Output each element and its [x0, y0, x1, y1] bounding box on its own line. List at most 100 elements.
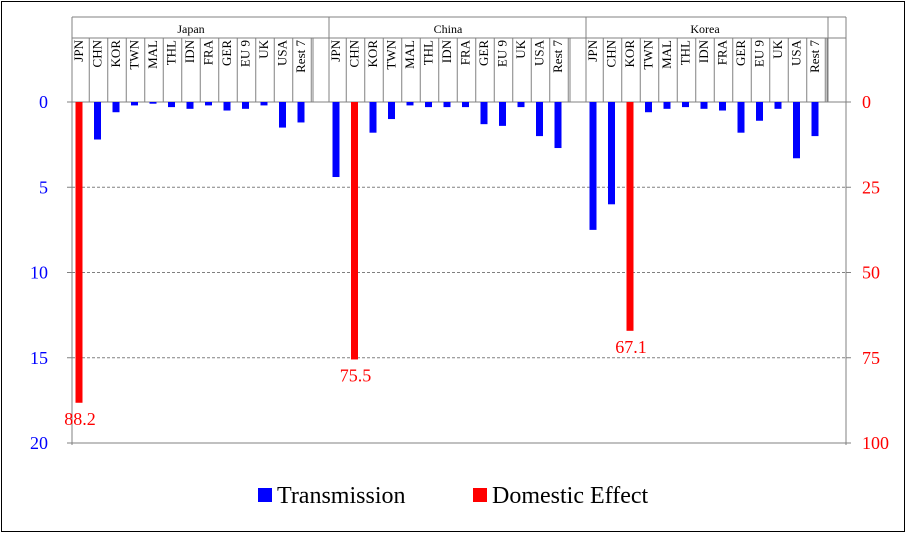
- transmission-bar: [223, 102, 231, 111]
- transmission-bar: [332, 102, 340, 178]
- category-label: FRA: [458, 39, 473, 65]
- category-label: MAL: [145, 40, 160, 69]
- data-labels: 88.2 75.5 67.1: [64, 337, 647, 429]
- category-label: EU 9: [495, 40, 510, 67]
- transmission-bar: [645, 102, 652, 113]
- category-label: USA: [275, 39, 290, 66]
- category-label: USA: [789, 39, 804, 66]
- category-label: JPN: [328, 39, 343, 61]
- group-label: Korea: [690, 22, 720, 36]
- left-tick-label: 10: [30, 263, 48, 283]
- transmission-bar: [499, 102, 506, 126]
- category-label: IDN: [696, 39, 711, 63]
- transmission-bar: [682, 102, 689, 108]
- transmission-bar: [260, 102, 268, 106]
- left-tick-label: 5: [39, 177, 48, 197]
- legend-swatch-domestic-effect: [473, 488, 487, 502]
- transmission-bar: [462, 102, 469, 108]
- category-label: Rest 7: [550, 40, 565, 73]
- axes: 0 5 10 15 20 0 25 50 75 100: [30, 17, 889, 453]
- transmission-bar: [242, 102, 249, 109]
- transmission-bar: [94, 102, 101, 140]
- transmission-bar: [589, 102, 597, 230]
- category-label: Rest 7: [807, 40, 822, 73]
- category-label: Rest 7: [293, 40, 308, 73]
- category-label: FRA: [715, 39, 730, 65]
- category-label: TWN: [641, 39, 656, 69]
- legend-label-transmission: Transmission: [277, 483, 405, 509]
- transmission-bar: [369, 102, 377, 133]
- transmission-bar: [719, 102, 726, 111]
- transmission-bar: [793, 102, 800, 159]
- grid: [72, 101, 846, 444]
- transmission-bar: [480, 102, 488, 125]
- left-tick-label: 15: [30, 348, 48, 368]
- category-label: EU 9: [238, 40, 253, 67]
- category-label: GER: [476, 40, 491, 66]
- transmission-bar: [279, 102, 286, 128]
- category-label: CHN: [347, 39, 362, 67]
- category-label: TWN: [384, 39, 399, 69]
- category-label: UK: [256, 39, 271, 58]
- category-label: CHN: [604, 39, 619, 67]
- transmission-bar: [536, 102, 543, 137]
- category-label: GER: [733, 40, 748, 66]
- right-tick-label: 75: [862, 348, 880, 368]
- domestic-effect-data-label: 67.1: [615, 337, 647, 357]
- category-label: IDN: [182, 39, 197, 63]
- category-label: EU 9: [752, 40, 767, 67]
- transmission-bar: [756, 102, 763, 121]
- transmission-bar: [297, 102, 305, 123]
- domestic-effect-bar: [351, 102, 358, 360]
- transmission-bar: [608, 102, 615, 205]
- category-label: GER: [219, 40, 234, 66]
- transmission-bar: [663, 102, 671, 109]
- domestic-effect-data-label: 75.5: [340, 365, 372, 385]
- legend-swatch-transmission: [258, 488, 272, 502]
- transmission-bar: [168, 102, 175, 108]
- domestic-effect-bar: [75, 102, 83, 403]
- transmission-bar: [205, 102, 212, 106]
- domestic-effect-bar: [626, 102, 634, 331]
- category-label: KOR: [622, 40, 637, 68]
- category-label: KOR: [108, 40, 123, 68]
- transmission-bar: [186, 102, 194, 109]
- category-label: KOR: [365, 40, 380, 68]
- bars: [75, 102, 819, 403]
- category-label: FRA: [201, 39, 216, 65]
- category-label: IDN: [439, 39, 454, 63]
- category-label: THL: [678, 40, 693, 65]
- category-label: CHN: [90, 39, 105, 67]
- transmission-bar: [388, 102, 395, 120]
- category-label: UK: [513, 39, 528, 58]
- category-label: JPN: [71, 39, 86, 61]
- group-label: China: [434, 22, 463, 36]
- category-label: THL: [164, 40, 179, 65]
- transmission-bar: [443, 102, 451, 108]
- legend: Transmission Domestic Effect: [258, 483, 648, 509]
- group-label: Japan: [177, 22, 204, 36]
- right-tick-label: 0: [862, 92, 871, 112]
- domestic-effect-data-label: 88.2: [64, 409, 96, 429]
- right-tick-label: 100: [862, 433, 889, 453]
- category-label: MAL: [402, 40, 417, 69]
- category-label: JPN: [585, 39, 600, 61]
- category-label: THL: [421, 40, 436, 65]
- transmission-bar: [774, 102, 782, 109]
- transmission-bar: [737, 102, 745, 133]
- left-tick-label: 0: [39, 92, 48, 112]
- transmission-bar: [131, 102, 138, 106]
- transmission-bar: [517, 102, 525, 108]
- category-label: USA: [532, 39, 547, 66]
- right-tick-label: 25: [862, 177, 880, 197]
- category-label: MAL: [659, 40, 674, 69]
- legend-label-domestic-effect: Domestic Effect: [492, 483, 648, 509]
- transmission-bar: [112, 102, 120, 113]
- right-tick-label: 50: [862, 263, 880, 283]
- left-tick-label: 20: [30, 433, 48, 453]
- transmission-bar: [406, 102, 414, 106]
- transmission-bar: [554, 102, 562, 149]
